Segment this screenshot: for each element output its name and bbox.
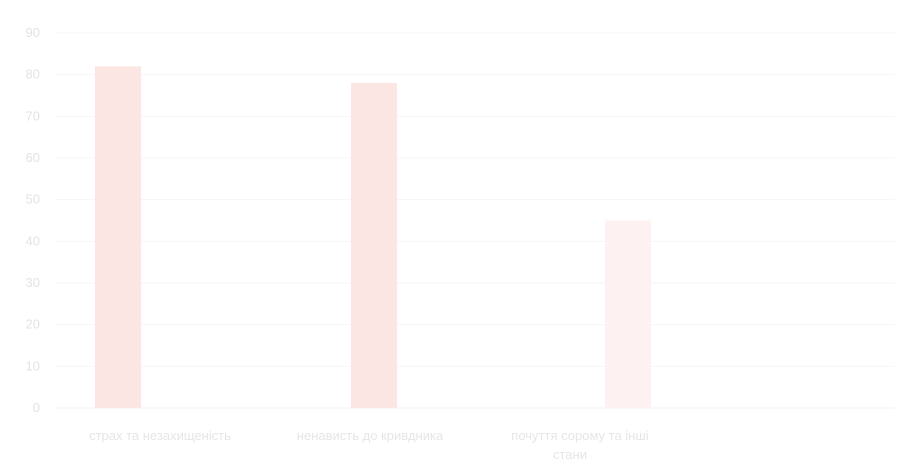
y-tick-label: 70 xyxy=(26,108,40,123)
x-category-label: ненависть до кривдника xyxy=(297,428,444,443)
y-tick-label: 60 xyxy=(26,150,40,165)
y-tick-label: 80 xyxy=(26,67,40,82)
y-tick-label: 50 xyxy=(26,192,40,207)
y-tick-label: 30 xyxy=(26,275,40,290)
y-tick-label: 20 xyxy=(26,317,40,332)
y-tick-label: 0 xyxy=(33,400,40,415)
y-tick-label: 10 xyxy=(26,358,40,373)
bar xyxy=(605,220,651,408)
bar xyxy=(351,83,397,408)
y-tick-label: 90 xyxy=(26,25,40,40)
x-category-label: страх та незахищеність xyxy=(89,428,231,443)
x-category-label: стани xyxy=(553,447,587,462)
x-category-label: почуття сорому та інші xyxy=(511,428,648,443)
bar xyxy=(95,66,141,408)
y-tick-label: 40 xyxy=(26,233,40,248)
